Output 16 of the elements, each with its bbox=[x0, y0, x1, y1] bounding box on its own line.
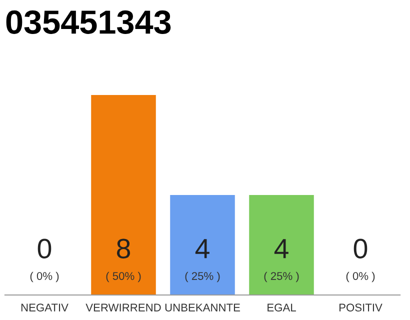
x-tick-label: NEGATIV bbox=[21, 304, 68, 312]
data-label: 0 bbox=[38, 238, 52, 258]
chart-title: 035451343 bbox=[6, 10, 171, 34]
annotation: ( 25% ) bbox=[264, 272, 299, 282]
x-tick-label: UNBEKANNTE bbox=[165, 304, 240, 312]
data-label: 4 bbox=[195, 239, 210, 258]
data-label: 4 bbox=[274, 239, 288, 258]
x-tick-label: POSITIV bbox=[339, 304, 382, 312]
annotation: ( 25% ) bbox=[185, 272, 220, 282]
annotation: ( 0% ) bbox=[346, 272, 375, 282]
x-tick-label: EGAL bbox=[268, 304, 296, 312]
data-label: 8 bbox=[116, 238, 130, 258]
annotation: ( 0% ) bbox=[30, 272, 59, 282]
annotation: ( 50% ) bbox=[106, 272, 141, 282]
x-tick-label: VERWIRREND bbox=[86, 304, 161, 312]
data-label: 0 bbox=[354, 238, 368, 258]
